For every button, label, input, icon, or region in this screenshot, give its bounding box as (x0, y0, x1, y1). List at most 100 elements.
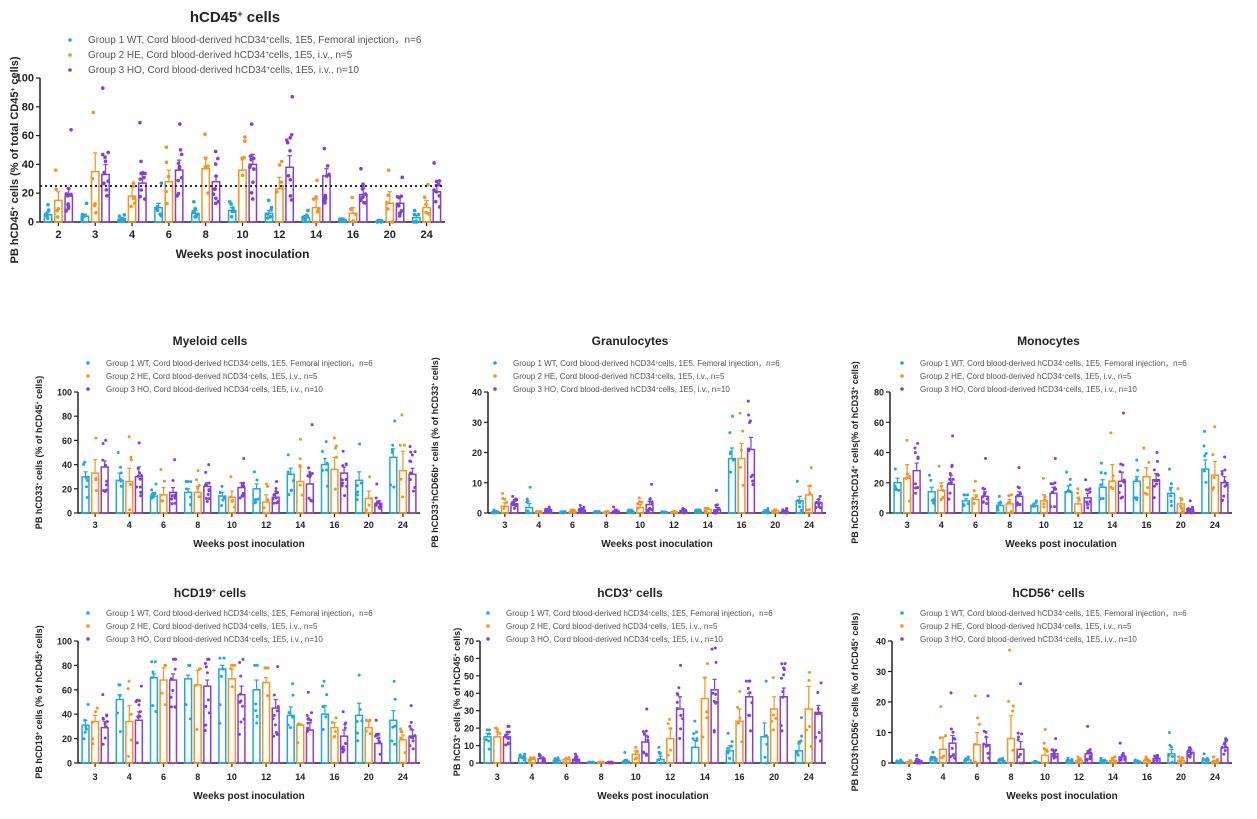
data-point (1043, 498, 1047, 502)
data-point (207, 463, 211, 467)
legend-marker-2 (900, 374, 904, 378)
data-point (1065, 470, 1069, 474)
data-point (341, 217, 345, 221)
data-point (100, 86, 105, 90)
legend-marker-2 (86, 624, 90, 628)
y-tick-label: 50 (464, 671, 474, 681)
data-point (333, 730, 337, 734)
bar (286, 714, 295, 764)
data-point (808, 484, 812, 488)
data-point (1220, 472, 1224, 476)
chart-panel-hcd45: hCD45+ cells Group 1 WT, Cord blood-deriv… (0, 0, 450, 270)
data-point (984, 735, 988, 739)
data-point (409, 735, 413, 739)
data-point (322, 679, 326, 683)
data-point (1015, 503, 1019, 507)
data-point (646, 735, 650, 739)
x-tick-label: 3 (93, 772, 98, 782)
data-point (1074, 511, 1078, 515)
data-point (512, 506, 516, 510)
data-point (799, 509, 803, 513)
data-point (91, 720, 95, 724)
data-point (987, 751, 991, 755)
x-tick-label: 20 (770, 520, 780, 530)
data-point (738, 716, 742, 720)
data-point (355, 731, 359, 735)
data-point (276, 491, 280, 495)
data-point (204, 723, 208, 727)
data-point (340, 484, 344, 488)
data-point (1020, 732, 1024, 736)
data-point (604, 510, 608, 514)
data-point (1118, 758, 1122, 762)
data-point (973, 694, 977, 698)
data-point (1222, 742, 1226, 746)
data-point (765, 742, 769, 746)
data-point (984, 730, 988, 734)
data-point (796, 499, 800, 503)
data-point (1222, 752, 1226, 756)
data-point (1215, 758, 1219, 762)
x-tick-label: 16 (329, 772, 339, 782)
data-point (710, 647, 714, 651)
data-point (1043, 727, 1047, 731)
data-point (131, 196, 136, 201)
y-tick-label: 0 (469, 759, 474, 769)
x-tick-label: 24 (420, 229, 433, 241)
bar (127, 195, 137, 223)
data-point (356, 490, 360, 494)
data-point (771, 728, 775, 732)
data-point (143, 197, 147, 201)
y-tick-label: 10 (472, 478, 482, 488)
data-point (514, 504, 518, 508)
legend-marker-1 (493, 361, 497, 365)
data-point (237, 732, 241, 736)
data-point (818, 739, 822, 743)
data-point (714, 692, 718, 696)
chart-title: hCD45+ cells (190, 9, 280, 26)
x-tick-label: 20 (364, 772, 374, 782)
data-point (102, 170, 107, 175)
data-point (503, 497, 507, 501)
data-point (297, 722, 301, 726)
data-point (230, 499, 234, 503)
data-point (397, 204, 401, 208)
data-point (298, 437, 302, 441)
data-point (361, 184, 365, 189)
data-point (393, 742, 397, 746)
data-point (136, 474, 140, 478)
data-point (288, 136, 292, 140)
y-axis-label: PB hCD45+ cells (% of total CD45+ cells) (9, 56, 21, 263)
data-point (579, 510, 583, 514)
data-point (139, 159, 143, 164)
data-point (266, 666, 270, 670)
data-point (1155, 451, 1159, 454)
data-point (240, 173, 245, 178)
data-point (379, 219, 384, 223)
data-point (511, 494, 515, 498)
data-point (412, 208, 417, 213)
data-point (505, 500, 509, 504)
x-tick-label: 24 (1210, 520, 1220, 530)
data-point (611, 510, 615, 514)
data-point (66, 203, 70, 207)
data-point (948, 491, 952, 495)
legend-marker-2 (86, 374, 90, 378)
data-point (391, 443, 395, 447)
data-point (291, 715, 295, 719)
data-point (377, 736, 381, 740)
data-point (964, 757, 968, 761)
data-point (747, 413, 751, 417)
data-point (83, 718, 87, 722)
data-point (402, 443, 406, 447)
data-point (254, 500, 258, 504)
data-point (274, 487, 278, 491)
data-point (94, 710, 98, 714)
data-point (138, 177, 142, 181)
data-point (386, 168, 391, 172)
bar (760, 736, 769, 764)
data-point (795, 479, 799, 483)
data-point (170, 502, 174, 506)
data-point (268, 214, 273, 219)
bar (502, 736, 512, 764)
